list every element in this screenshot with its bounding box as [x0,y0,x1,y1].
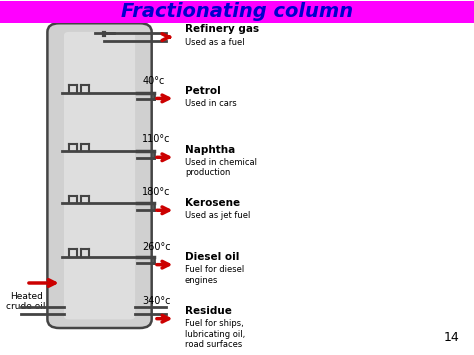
Text: 180°c: 180°c [142,187,171,197]
Text: 14: 14 [444,331,460,344]
Text: Fuel for ships,
lubricating oil,
road surfaces: Fuel for ships, lubricating oil, road su… [185,320,245,349]
Text: Used as a fuel: Used as a fuel [185,38,245,47]
Text: Kerosene: Kerosene [185,197,240,208]
Text: Fractionating column: Fractionating column [121,2,353,21]
Text: Used in cars: Used in cars [185,99,237,108]
Text: Refinery gas: Refinery gas [185,24,259,34]
FancyBboxPatch shape [47,23,152,328]
Text: Residue: Residue [185,306,232,316]
Text: Fuel for diesel
engines: Fuel for diesel engines [185,265,244,285]
Text: Petrol: Petrol [185,86,220,95]
Text: Heated
crude oil: Heated crude oil [6,292,46,311]
Text: 260°c: 260°c [142,242,171,252]
FancyBboxPatch shape [64,32,135,320]
Text: Naphtha: Naphtha [185,144,235,154]
Text: Used in chemical
production: Used in chemical production [185,158,257,178]
FancyBboxPatch shape [0,1,474,23]
Text: Diesel oil: Diesel oil [185,252,239,262]
Text: 40°c: 40°c [142,76,164,86]
Text: 110°c: 110°c [142,135,171,144]
Text: Used as jet fuel: Used as jet fuel [185,211,250,220]
Text: 340°c: 340°c [142,295,171,306]
